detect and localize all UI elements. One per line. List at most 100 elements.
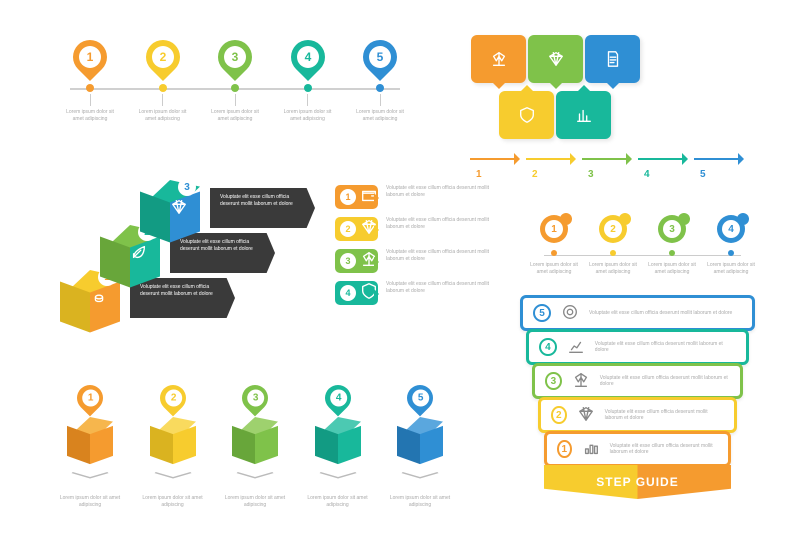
- iso-stairs: 1 Voluptate elit esse cillum officia des…: [60, 180, 320, 340]
- cube-number: 3: [178, 178, 196, 196]
- axis-arrow-icon: .c2-arrow:nth-child(5)::before{backgroun…: [694, 153, 750, 165]
- timeline-step: 3 .c5-it:nth-child(3) .c5-circ::after{ba…: [648, 215, 696, 275]
- timeline-step: 1 .c5-it:nth-child(1) .c5-circ::after{ba…: [530, 215, 578, 275]
- list-bubble: 2 .c4 .c4-item:nth-child(2) .c4-bub::aft…: [335, 217, 378, 241]
- pin-icon: 2: [138, 33, 186, 81]
- list-item: 1 .c4 .c4-item:nth-child(1) .c4-bub::aft…: [335, 185, 495, 209]
- iso-cube: [67, 417, 113, 469]
- list-item: 3 .c4 .c4-item:nth-child(3) .c4-bub::aft…: [335, 249, 495, 273]
- step-circle: 2 .c5-it:nth-child(2) .c5-circ::after{ba…: [599, 215, 627, 243]
- step-caption: Voluptate elit esse cillum officia deser…: [589, 310, 732, 317]
- brace-icon: ﹀: [318, 467, 358, 493]
- step-caption: Lorem ipsum dolor sit amet adipiscing: [648, 262, 696, 275]
- step-caption: Voluptate elit esse cillum officia deser…: [595, 341, 736, 354]
- axis-arrow-icon: .c2-arrow:nth-child(2)::before{backgroun…: [526, 153, 582, 165]
- axis-number: 3: [582, 169, 638, 180]
- list-bubble: 4 .c4 .c4-item:nth-child(4) .c4-bub::aft…: [335, 281, 378, 305]
- step-caption: Lorem ipsum dolor sit amet adipiscing: [530, 262, 578, 275]
- timeline-step: 2 Lorem ipsum dolor sit amet adipiscing: [133, 40, 193, 122]
- bubble-card: [471, 35, 526, 83]
- timeline-step: 2 .c5-it:nth-child(2) .c5-circ::after{ba…: [589, 215, 637, 275]
- step-caption: Voluptate elit esse cillum officia deser…: [605, 409, 724, 422]
- brace-icon: ﹀: [70, 467, 110, 493]
- step-caption: Lorem ipsum dolor sit amet adipiscing: [205, 109, 265, 122]
- step-guide: 5 Voluptate elit esse cillum officia des…: [520, 295, 755, 499]
- step-caption: Lorem ipsum dolor sit amet adipiscing: [278, 109, 338, 122]
- scales-icon: [360, 250, 378, 273]
- pin-timeline: 1 Lorem ipsum dolor sit amet adipiscing …: [60, 40, 410, 122]
- axis-number: 5: [694, 169, 750, 180]
- cube-step: 4 ﹀ Lorem ipsum dolor sit amet adipiscin…: [303, 385, 373, 508]
- cube-label: Voluptate elit esse cillum officia deser…: [210, 188, 315, 228]
- step-caption: Lorem ipsum dolor sit amet adipiscing: [55, 495, 125, 508]
- pin-icon: 5: [402, 380, 439, 417]
- step-caption: Lorem ipsum dolor sit amet adipiscing: [707, 262, 755, 275]
- list-bubble: 3 .c4 .c4-item:nth-child(3) .c4-bub::aft…: [335, 249, 378, 273]
- step-caption: Lorem ipsum dolor sit amet adipiscing: [589, 262, 637, 275]
- bubble-card: [499, 91, 554, 139]
- pin-icon: 3: [211, 33, 259, 81]
- step-caption: Lorem ipsum dolor sit amet adipiscing: [138, 495, 208, 508]
- circle-timeline: 1 .c5-it:nth-child(1) .c5-circ::after{ba…: [530, 215, 755, 275]
- target-icon: [561, 303, 579, 324]
- axis-number: 4: [638, 169, 694, 180]
- shield-icon: [360, 282, 378, 305]
- diamond-icon: [170, 198, 188, 219]
- step-number: 4: [539, 338, 557, 356]
- iso-cube: [232, 417, 278, 469]
- wallet-icon: [360, 186, 378, 209]
- list-item: 4 .c4 .c4-item:nth-child(4) .c4-bub::aft…: [335, 281, 495, 305]
- list-caption: Voluptate elit esse cillum officia deser…: [386, 185, 495, 199]
- diamond-icon: [360, 218, 378, 241]
- step-number: 5: [533, 304, 551, 322]
- cube-step: 5 ﹀ Lorem ipsum dolor sit amet adipiscin…: [385, 385, 455, 508]
- step-card: 3 Voluptate elit esse cillum officia des…: [532, 363, 743, 399]
- step-caption: Lorem ipsum dolor sit amet adipiscing: [133, 109, 193, 122]
- step-caption: Lorem ipsum dolor sit amet adipiscing: [350, 109, 410, 122]
- step-card: 2 Voluptate elit esse cillum officia des…: [538, 397, 737, 433]
- step-caption: Lorem ipsum dolor sit amet adipiscing: [303, 495, 373, 508]
- iso-cube: [315, 417, 361, 469]
- iso-cube: [150, 417, 196, 469]
- step-caption: Voluptate elit esse cillum officia deser…: [610, 443, 718, 456]
- pin-icon: 5: [356, 33, 404, 81]
- step-guide-title: STEP GUIDE: [544, 465, 731, 499]
- step-circle: 4 .c5-it:nth-child(4) .c5-circ::after{ba…: [717, 215, 745, 243]
- axis-number: 2: [526, 169, 582, 180]
- cube-step: 1 ﹀ Lorem ipsum dolor sit amet adipiscin…: [55, 385, 125, 508]
- cube-step: 3 ﹀ Lorem ipsum dolor sit amet adipiscin…: [220, 385, 290, 508]
- brace-icon: ﹀: [235, 467, 275, 493]
- step-circle: 3 .c5-it:nth-child(3) .c5-circ::after{ba…: [658, 215, 686, 243]
- bubble-card: [585, 35, 640, 83]
- pin-icon: 1: [72, 380, 109, 417]
- cube-step: 2 ﹀ Lorem ipsum dolor sit amet adipiscin…: [138, 385, 208, 508]
- timeline-step: 5 Lorem ipsum dolor sit amet adipiscing: [350, 40, 410, 122]
- list-caption: Voluptate elit esse cillum officia deser…: [386, 249, 495, 263]
- step-card: 5 Voluptate elit esse cillum officia des…: [520, 295, 755, 331]
- step-number: 3: [545, 372, 562, 390]
- diamond-icon: [577, 405, 595, 426]
- list-caption: Voluptate elit esse cillum officia deser…: [386, 217, 495, 231]
- pin-icon: 2: [154, 380, 191, 417]
- list-item: 2 .c4 .c4-item:nth-child(2) .c4-bub::aft…: [335, 217, 495, 241]
- iso-cube: [397, 417, 443, 469]
- step-card: 1 Voluptate elit esse cillum officia des…: [544, 431, 731, 467]
- bubble-bar: .c2-arrow:nth-child(1)::before{backgroun…: [470, 35, 750, 180]
- bubble-card: [556, 91, 611, 139]
- timeline-step: 1 Lorem ipsum dolor sit amet adipiscing: [60, 40, 120, 122]
- step-caption: Voluptate elit esse cillum officia deser…: [600, 375, 730, 388]
- step-number: 1: [557, 440, 572, 458]
- list-bubble: 1 .c4 .c4-item:nth-child(1) .c4-bub::aft…: [335, 185, 378, 209]
- axis-arrow-icon: .c2-arrow:nth-child(1)::before{backgroun…: [470, 153, 526, 165]
- charts-icon: [567, 337, 585, 358]
- scales-icon: [572, 371, 590, 392]
- bubble-list: 1 .c4 .c4-item:nth-child(1) .c4-bub::aft…: [335, 185, 495, 313]
- pin-icon: 4: [319, 380, 356, 417]
- step-caption: Lorem ipsum dolor sit amet adipiscing: [220, 495, 290, 508]
- brace-icon: ﹀: [400, 467, 440, 493]
- timeline-step: 4 .c5-it:nth-child(4) .c5-circ::after{ba…: [707, 215, 755, 275]
- bars-icon: [582, 439, 600, 460]
- list-caption: Voluptate elit esse cillum officia deser…: [386, 281, 495, 295]
- axis-number: 1: [470, 169, 526, 180]
- step-circle: 1 .c5-it:nth-child(1) .c5-circ::after{ba…: [540, 215, 568, 243]
